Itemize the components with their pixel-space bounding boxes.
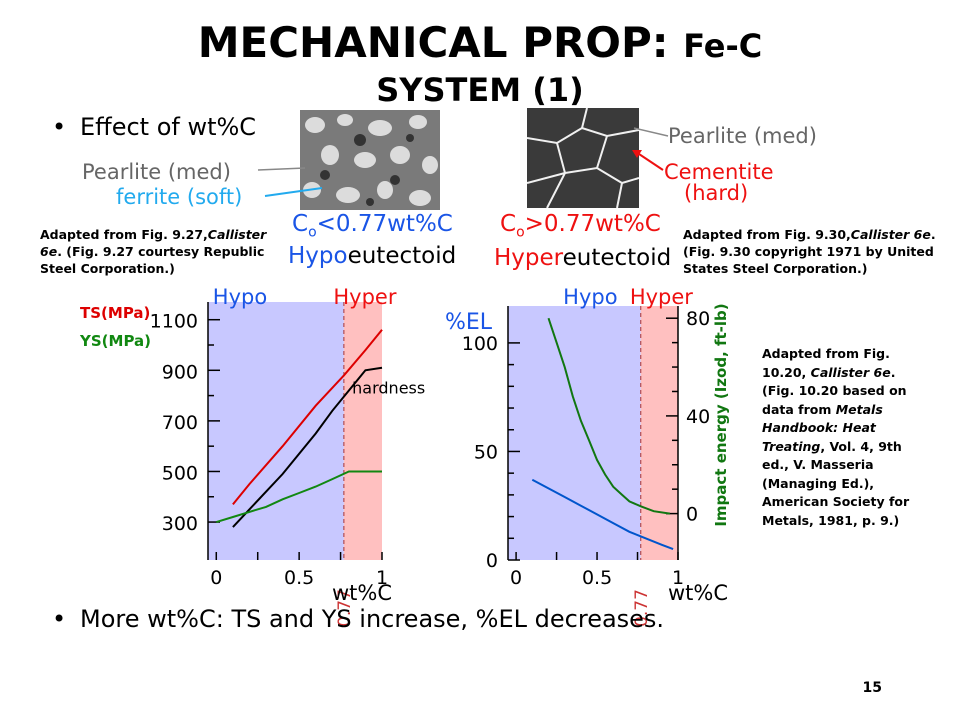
label-pearlite-left: Pearlite (med) (82, 160, 231, 184)
x-axis-label: wt%C (332, 581, 392, 605)
composition-hyper-rest: >0.77wt%C (524, 211, 661, 237)
right-tick-label: 80 (686, 308, 710, 330)
y-tick-label: 700 (162, 412, 198, 434)
composition-hypo: Co<0.77wt%C (292, 212, 453, 245)
bullet-conclusion-text: More wt%C: TS and YS increase, %EL decre… (80, 605, 665, 633)
y-tick-label: 900 (162, 361, 198, 383)
hypo-region (508, 306, 641, 560)
region-label-hypo: Hypo (213, 285, 267, 309)
slide-title-main: MECHANICAL PROP: (197, 18, 669, 67)
region-label-hypo: Hypo (563, 285, 617, 309)
y-tick-label: 300 (162, 513, 198, 535)
y-tick-label: 1100 (150, 311, 198, 333)
type-hypoeutectoid: Hypoeutectoid (288, 244, 456, 268)
x-tick-label: 1 (376, 567, 388, 589)
right-axis-label: Impact energy (Izod, ft-lb) (712, 303, 730, 526)
region-label-hyper: Hyper (630, 285, 693, 309)
micrograph-hypoeutectoid (300, 110, 440, 210)
composition-hypo-sub: o (308, 224, 317, 241)
micrograph-hypo-image (300, 110, 440, 210)
citation-fig-9-27-rest: . (Fig. 9.27 courtesy Republic Steel Cor… (40, 244, 265, 276)
citation-fig-10-20: Adapted from Fig. 10.20, Callister 6e. (… (762, 345, 922, 530)
chart-ductility-impact: 0 50 100 0 40 80 0 0.5 1 Hypo Hyper %EL Impact energ… (445, 285, 730, 627)
x-tick-label: 0.5 (582, 567, 612, 589)
right-tick-label: 40 (686, 406, 710, 428)
label-cementite: Cementite (664, 160, 774, 184)
bullet-effect-of-carbon: • Effect of wt%C (52, 112, 256, 142)
slide-title-line2: SYSTEM (1) (376, 71, 584, 109)
right-tick-label: 0 (686, 504, 698, 526)
x-tick-label: 1 (672, 567, 684, 589)
bullet-conclusion: • More wt%C: TS and YS increase, %EL decr… (52, 604, 664, 634)
pointer-pearlite-right (633, 127, 669, 137)
citation-fig-10-20-lead: Adapted from Fig. 10.20, (762, 346, 890, 380)
x-tick-label: 0.5 (284, 567, 314, 589)
page-number: 15 (862, 680, 882, 696)
hyper-region (343, 302, 382, 560)
chart-strength-hardness: 300 500 700 900 1100 0 0.5 1 Hypo Hyper TS(MPa) YS(… (79, 285, 425, 627)
composition-hypo-rest: <0.77wt%C (316, 211, 453, 237)
label-pearlite-right: Pearlite (med) (668, 124, 817, 148)
composition-hypo-c: C (292, 211, 309, 237)
bullet-dot-2: • (52, 605, 67, 633)
citation-fig-9-30-rest: . (Fig. 9.30 copyright 1971 by United St… (683, 227, 936, 276)
bullet-dot: • (52, 113, 67, 141)
micrograph-hypereutectoid (527, 108, 639, 208)
series-line-hardness (232, 366, 383, 528)
region-label-hyper: Hyper (333, 285, 396, 309)
citation-fig-10-20-mid: . (Fig. 10.20 based on data from (762, 364, 907, 417)
citation-fig-9-27-lead: Adapted from Fig. 9.27, (40, 227, 208, 242)
type-hyper-prefix: Hyper (494, 245, 563, 271)
eutectoid-label: 0.77 (632, 589, 652, 627)
y-label-ts: TS(MPa) (80, 304, 150, 322)
pointer-ferrite (264, 187, 323, 197)
label-ferrite: ferrite (soft) (116, 185, 243, 209)
x-axis-label: wt%C (668, 581, 728, 605)
micrograph-hyper-image (527, 108, 639, 208)
left-axis-label: %EL (445, 310, 493, 335)
pointer-cementite-head (632, 150, 642, 158)
type-hyper-suffix: eutectoid (562, 245, 672, 271)
x-tick-label: 0 (510, 567, 522, 589)
citation-fig-9-30-lead: Adapted from Fig. 9.30, (683, 227, 851, 242)
citation-fig-9-27: Adapted from Fig. 9.27,Callister 6e. (Fi… (40, 226, 285, 277)
hyper-region (640, 306, 678, 560)
series-line-el (531, 478, 674, 551)
y-label-ys: YS(MPa) (79, 332, 151, 350)
left-tick-label: 100 (462, 333, 498, 355)
slide-title: MECHANICAL PROP: Fe-C (0, 18, 960, 71)
series-label-hardness: hardness (352, 379, 425, 398)
citation-fig-9-27-book: Callister 6e (40, 227, 267, 259)
slide-title-small: Fe-C (683, 27, 763, 65)
citation-fig-10-20-book: Callister 6e (810, 364, 891, 380)
citation-fig-10-20-rest: , Vol. 4, 9th ed., V. Masseria (Managing… (762, 438, 910, 528)
pointer-cementite (635, 151, 664, 171)
series-line-ys (216, 470, 382, 524)
composition-hyper-c: C (500, 211, 517, 237)
y-tick-label: 500 (162, 462, 198, 484)
left-tick-label: 0 (486, 550, 498, 572)
pointer-pearlite-left (257, 167, 306, 171)
citation-fig-9-30: Adapted from Fig. 9.30,Callister 6e. (Fi… (683, 226, 953, 277)
citation-fig-10-20-handbook: Metals Handbook: Heat Treating (762, 401, 883, 454)
x-tick-label: 0 (210, 567, 222, 589)
left-tick-label: 50 (474, 441, 498, 463)
composition-hyper: Co>0.77wt%C (500, 212, 661, 245)
type-hypo-prefix: Hypo (288, 243, 348, 269)
hypo-region (208, 302, 344, 560)
series-line-ts (232, 329, 383, 506)
eutectoid-label: 0.77 (335, 589, 355, 627)
label-cementite-hard: (hard) (684, 181, 749, 205)
bullet-effect-text: Effect of wt%C (80, 113, 257, 141)
series-line-impact (547, 317, 671, 515)
type-hypo-suffix: eutectoid (347, 243, 457, 269)
composition-hyper-sub: o (516, 224, 525, 241)
citation-fig-9-30-book: Callister 6e (850, 227, 931, 242)
type-hypereutectoid: Hypereutectoid (494, 246, 671, 270)
